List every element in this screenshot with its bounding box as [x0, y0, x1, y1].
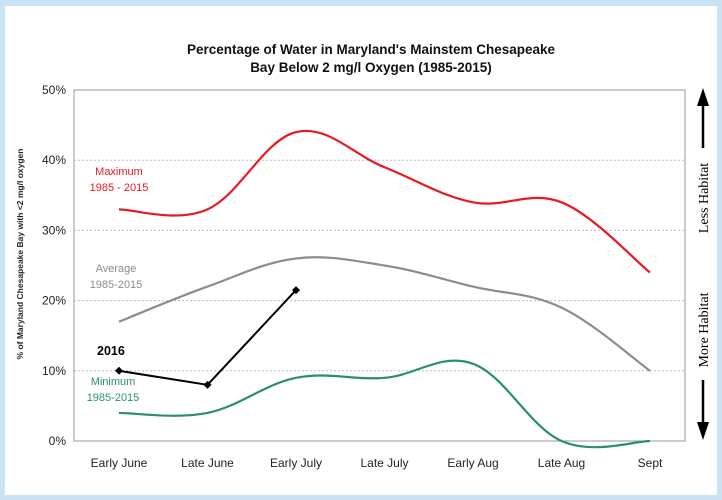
- series-line-maximum: [118, 129, 651, 274]
- y-tick-labels: 0% 10% 20% 30% 40% 50%: [42, 83, 66, 448]
- y-tick-label: 0%: [49, 434, 67, 448]
- x-tick-label: Early July: [270, 456, 322, 470]
- x-tick-label: Sept: [638, 456, 663, 470]
- series-label-average-line-1: Average: [96, 263, 137, 275]
- data-point-2016: [115, 366, 123, 375]
- less-habitat-arrow-icon: [697, 88, 709, 106]
- y-tick-label: 30%: [42, 223, 66, 237]
- y-axis-label: % of Maryland Chesapeake Bay with <2 mg/…: [15, 149, 25, 360]
- series-markers: [115, 286, 300, 389]
- series-label-average-line-2: 1985-2015: [90, 279, 143, 291]
- series-label-2016: 2016: [97, 344, 125, 358]
- y-tick-label: 50%: [42, 83, 66, 97]
- series-label-minimum-line-1: Minimum: [91, 376, 136, 388]
- data-point-2016: [292, 286, 300, 295]
- y-tick-label: 20%: [42, 294, 66, 308]
- more-habitat-arrow-icon: [697, 422, 709, 440]
- series-line-average: [118, 256, 651, 372]
- chart-title-line-2: Bay Below 2 mg/l Oxygen (1985-2015): [250, 60, 492, 75]
- x-tick-label: Early June: [91, 456, 148, 470]
- side-label-more-habitat: More Habitat: [697, 292, 712, 367]
- series-lines: [118, 129, 651, 449]
- x-tick-labels: Early June Late June Early July Late July Ea…: [91, 456, 663, 470]
- series-label-maximum-line-1: Maximum: [95, 166, 143, 178]
- y-tick-label: 40%: [42, 153, 66, 167]
- chart-title-line-1: Percentage of Water in Maryland's Mainst…: [187, 42, 556, 57]
- data-point-2016: [203, 380, 212, 389]
- x-tick-label: Early Aug: [447, 456, 498, 470]
- x-tick-label: Late June: [181, 456, 234, 470]
- series-line-minimum: [118, 359, 651, 449]
- y-tick-label: 10%: [42, 364, 66, 378]
- gridlines: [74, 159, 685, 372]
- x-tick-label: Late July: [360, 456, 408, 470]
- plot-area: [73, 89, 686, 442]
- series-label-maximum-line-2: 1985 - 2015: [90, 182, 149, 194]
- side-label-less-habitat: Less Habitat: [697, 163, 712, 233]
- series-label-minimum-line-2: 1985-2015: [87, 392, 140, 404]
- x-tick-label: Late Aug: [538, 456, 585, 470]
